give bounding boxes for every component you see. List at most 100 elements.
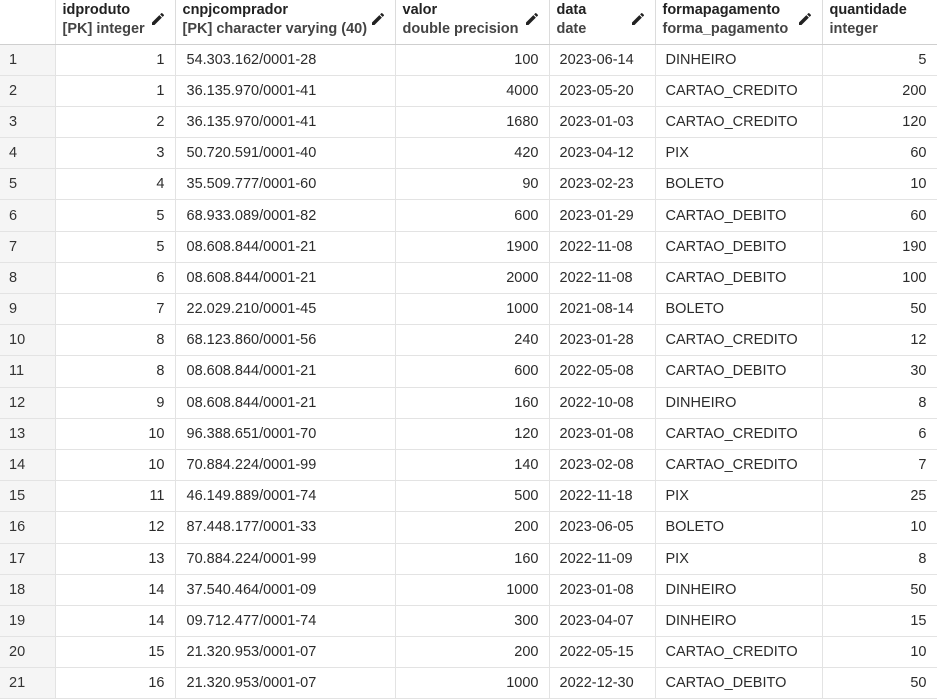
pencil-icon[interactable] [150,11,166,27]
table-row[interactable]: 1 1 54.303.162/0001-28 100 2023-06-14 DINHEIR… [0,44,937,76]
cell-valor[interactable]: 140 [395,449,550,482]
cell-idproduto[interactable]: 6 [55,262,176,295]
cell-idproduto[interactable]: 13 [55,543,176,575]
table-row[interactable]: 11 8 08.608.844/0001-21 600 2022-05-08 CARTAO… [0,355,937,388]
cell-cnpjcomprador[interactable]: 22.029.210/0001-45 [175,293,396,326]
table-row[interactable]: 18 14 37.540.464/0001-09 1000 2023-01-08 DINH… [0,574,937,606]
cell-formapagamento[interactable]: BOLETO [655,293,823,326]
cell-data[interactable]: 2022-12-30 [549,667,656,699]
cell-quantidade[interactable]: 10 [822,636,937,669]
cell-idproduto[interactable]: 16 [55,667,176,699]
cell-idproduto[interactable]: 7 [55,293,176,326]
cell-formapagamento[interactable]: BOLETO [655,511,823,544]
cell-quantidade[interactable]: 10 [822,511,937,544]
cell-idproduto[interactable]: 14 [55,605,176,638]
row-number-cell[interactable]: 20 [0,636,56,669]
cell-cnpjcomprador[interactable]: 21.320.953/0001-07 [175,667,396,699]
cell-data[interactable]: 2022-10-08 [549,387,656,419]
cell-idproduto[interactable]: 9 [55,387,176,419]
cell-cnpjcomprador[interactable]: 70.884.224/0001-99 [175,449,396,482]
cell-valor[interactable]: 420 [395,137,550,170]
row-number-cell[interactable]: 18 [0,574,56,606]
cell-cnpjcomprador[interactable]: 68.933.089/0001-82 [175,199,396,232]
row-number-cell[interactable]: 14 [0,449,56,482]
cell-valor[interactable]: 4000 [395,75,550,107]
cell-cnpjcomprador[interactable]: 08.608.844/0001-21 [175,355,396,388]
row-number-cell[interactable]: 9 [0,293,56,326]
cell-formapagamento[interactable]: CARTAO_CREDITO [655,106,823,139]
row-number-cell[interactable]: 5 [0,168,56,201]
cell-data[interactable]: 2021-08-14 [549,293,656,326]
cell-data[interactable]: 2023-01-29 [549,199,656,232]
cell-valor[interactable]: 1000 [395,667,550,699]
row-number-cell[interactable]: 13 [0,418,56,450]
cell-idproduto[interactable]: 1 [55,44,176,76]
table-row[interactable]: 6 5 68.933.089/0001-82 600 2023-01-29 CARTAO_… [0,199,937,232]
cell-valor[interactable]: 1900 [395,231,550,263]
cell-data[interactable]: 2022-05-15 [549,636,656,669]
table-row[interactable]: 16 12 87.448.177/0001-33 200 2023-06-05 BOLET… [0,511,937,544]
cell-formapagamento[interactable]: CARTAO_CREDITO [655,324,823,357]
cell-cnpjcomprador[interactable]: 36.135.970/0001-41 [175,75,396,107]
table-row[interactable]: 19 14 09.712.477/0001-74 300 2023-04-07 DINHE… [0,605,937,638]
row-number-cell[interactable]: 19 [0,605,56,638]
cell-idproduto[interactable]: 3 [55,137,176,170]
cell-quantidade[interactable]: 10 [822,168,937,201]
cell-quantidade[interactable]: 50 [822,293,937,326]
cell-quantidade[interactable]: 25 [822,480,937,513]
cell-cnpjcomprador[interactable]: 37.540.464/0001-09 [175,574,396,606]
cell-cnpjcomprador[interactable]: 08.608.844/0001-21 [175,231,396,263]
row-number-cell[interactable]: 11 [0,355,56,388]
table-row[interactable]: 15 11 46.149.889/0001-74 500 2022-11-18 PIX 25 [0,480,937,513]
cell-valor[interactable]: 100 [395,44,550,76]
table-row[interactable]: 17 13 70.884.224/0001-99 160 2022-11-09 PIX 8 [0,543,937,575]
cell-quantidade[interactable]: 100 [822,262,937,295]
table-row[interactable]: 2 1 36.135.970/0001-41 4000 2023-05-20 CARTAO… [0,75,937,107]
cell-data[interactable]: 2022-11-18 [549,480,656,513]
cell-quantidade[interactable]: 15 [822,605,937,638]
cell-data[interactable]: 2022-11-08 [549,262,656,295]
cell-formapagamento[interactable]: CARTAO_DEBITO [655,231,823,263]
cell-idproduto[interactable]: 1 [55,75,176,107]
pencil-icon[interactable] [630,11,646,27]
cell-data[interactable]: 2022-11-09 [549,543,656,575]
cell-formapagamento[interactable]: CARTAO_CREDITO [655,75,823,107]
cell-valor[interactable]: 160 [395,387,550,419]
cell-idproduto[interactable]: 14 [55,574,176,606]
cell-valor[interactable]: 240 [395,324,550,357]
cell-formapagamento[interactable]: PIX [655,137,823,170]
cell-quantidade[interactable]: 7 [822,449,937,482]
cell-cnpjcomprador[interactable]: 96.388.651/0001-70 [175,418,396,450]
cell-valor[interactable]: 120 [395,418,550,450]
row-number-cell[interactable]: 16 [0,511,56,544]
cell-valor[interactable]: 160 [395,543,550,575]
cell-quantidade[interactable]: 60 [822,199,937,232]
cell-formapagamento[interactable]: CARTAO_DEBITO [655,262,823,295]
cell-cnpjcomprador[interactable]: 08.608.844/0001-21 [175,262,396,295]
row-number-cell[interactable]: 1 [0,44,56,76]
cell-data[interactable]: 2022-11-08 [549,231,656,263]
cell-cnpjcomprador[interactable]: 21.320.953/0001-07 [175,636,396,669]
cell-formapagamento[interactable]: CARTAO_CREDITO [655,449,823,482]
cell-formapagamento[interactable]: CARTAO_DEBITO [655,667,823,699]
cell-cnpjcomprador[interactable]: 68.123.860/0001-56 [175,324,396,357]
cell-formapagamento[interactable]: DINHEIRO [655,605,823,638]
row-number-cell[interactable]: 15 [0,480,56,513]
cell-formapagamento[interactable]: PIX [655,543,823,575]
table-row[interactable]: 12 9 08.608.844/0001-21 160 2022-10-08 DINHEI… [0,387,937,419]
row-number-cell[interactable]: 10 [0,324,56,357]
cell-idproduto[interactable]: 12 [55,511,176,544]
cell-data[interactable]: 2023-01-03 [549,106,656,139]
table-row[interactable]: 5 4 35.509.777/0001-60 90 2023-02-23 BOLETO 10 [0,168,937,201]
cell-quantidade[interactable]: 5 [822,44,937,76]
cell-idproduto[interactable]: 10 [55,418,176,450]
row-number-cell[interactable]: 3 [0,106,56,139]
cell-cnpjcomprador[interactable]: 50.720.591/0001-40 [175,137,396,170]
cell-valor[interactable]: 1680 [395,106,550,139]
cell-valor[interactable]: 90 [395,168,550,201]
cell-quantidade[interactable]: 8 [822,387,937,419]
cell-quantidade[interactable]: 50 [822,667,937,699]
cell-quantidade[interactable]: 6 [822,418,937,450]
cell-valor[interactable]: 200 [395,636,550,669]
table-row[interactable]: 9 7 22.029.210/0001-45 1000 2021-08-14 BOLETO… [0,293,937,326]
